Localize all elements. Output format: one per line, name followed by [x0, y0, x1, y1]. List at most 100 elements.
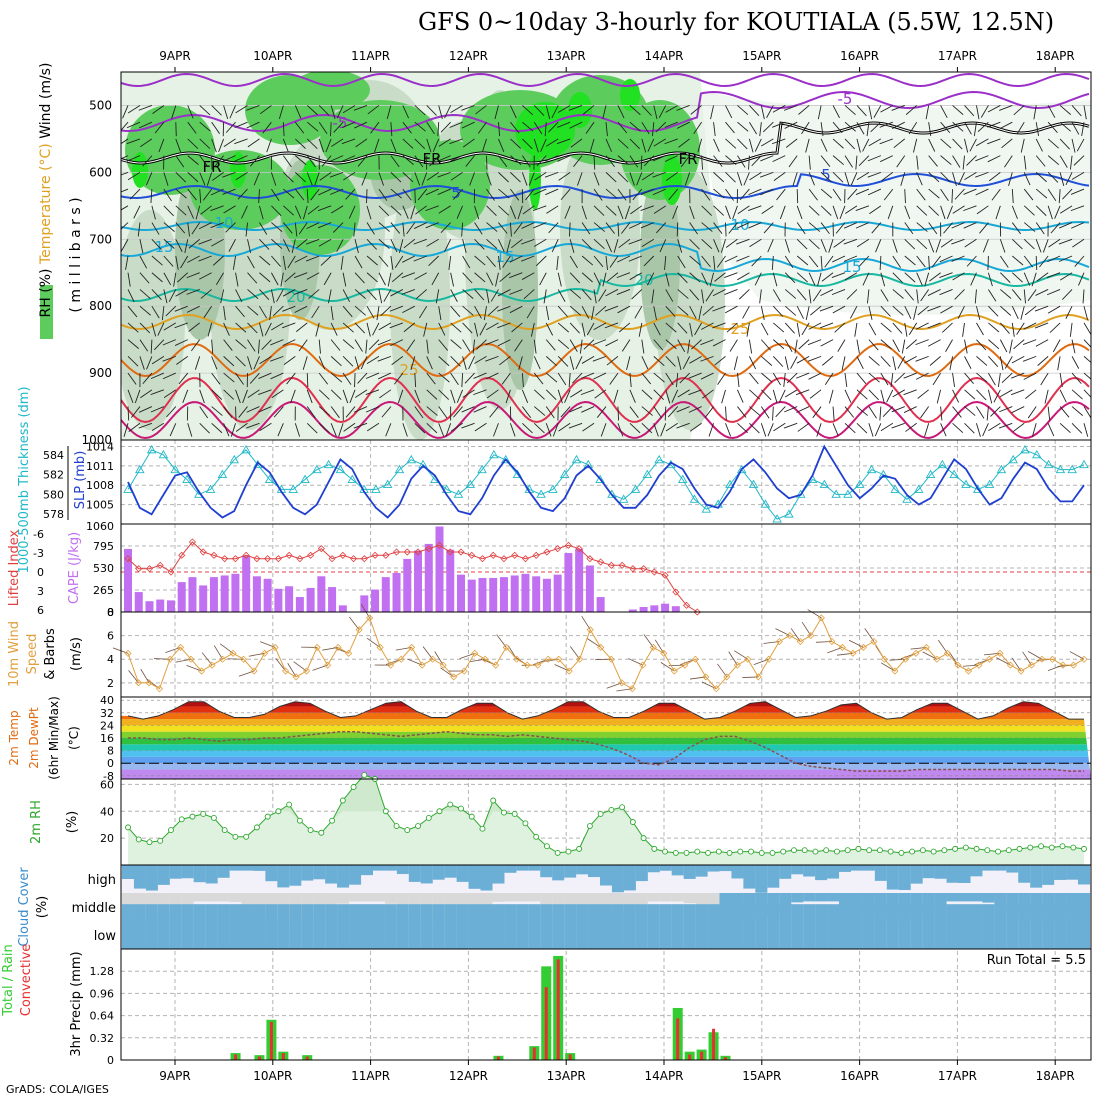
wind-barb [665, 322, 677, 333]
wind-barb [377, 355, 392, 362]
wind-barb [855, 222, 870, 229]
wind-barb [749, 406, 761, 416]
wind-barb [378, 205, 390, 217]
wind-barb [594, 389, 607, 399]
wind-barb [191, 222, 201, 235]
wind-barb [966, 255, 977, 267]
wind-barb [1023, 322, 1037, 330]
wind-barb [700, 322, 714, 330]
wind-barb [935, 239, 942, 253]
wind-barb [892, 305, 904, 316]
wind-barb [461, 121, 475, 129]
wind-barb [1059, 422, 1071, 434]
rh-marker [253, 824, 260, 831]
wind-barb [964, 439, 966, 440]
wind-barb [151, 238, 162, 250]
wind-barb [589, 138, 595, 153]
wind-barb [801, 121, 810, 135]
wind-barb [964, 171, 977, 180]
wind-barb [215, 272, 224, 285]
wind-barb [701, 222, 713, 232]
wind-barb [128, 422, 141, 432]
wind-barb [522, 105, 534, 116]
wind-barb [724, 272, 738, 279]
rh-marker [232, 833, 239, 840]
wind-barb [1000, 272, 1011, 283]
wind-barb [295, 322, 308, 332]
wind-barb [844, 121, 856, 132]
thickness-marker [1008, 454, 1018, 464]
cape-bar [134, 592, 143, 612]
wind-barb [513, 222, 523, 235]
wind-barb [689, 272, 701, 283]
rh-marker [178, 816, 185, 823]
wind-barb [378, 238, 390, 249]
wind-barb [720, 239, 726, 253]
cloud-middle-fill [588, 904, 601, 921]
wind-barb [402, 138, 414, 149]
wind-barb [353, 439, 356, 440]
wind-barb [1059, 138, 1070, 150]
wind-barb [271, 222, 283, 232]
wind-barb [903, 372, 917, 379]
wind-barb [157, 322, 165, 336]
wind-speed-marker [817, 614, 825, 622]
wind-barb [361, 172, 368, 186]
wind-barb [283, 356, 296, 366]
wind-barb [975, 155, 989, 162]
cloud-middle-fill [480, 904, 493, 921]
wind-barb [545, 105, 551, 120]
contour-label: 25 [399, 361, 418, 379]
wind-barb [999, 239, 1006, 253]
cloud-high-bar [970, 865, 983, 877]
thickness-tick-label: 582 [43, 469, 64, 482]
wind-barb [943, 222, 953, 234]
wind-barb [846, 289, 858, 300]
panel-frame [120, 439, 1092, 525]
thickness-marker [323, 459, 334, 469]
wind-barb [754, 272, 762, 286]
wind-barb [558, 171, 571, 181]
wind-barb [390, 138, 397, 153]
wind-barb [127, 389, 134, 404]
wind-barb [1059, 172, 1065, 186]
wind-barb [568, 422, 583, 429]
cape-bar [424, 543, 433, 612]
wind-barb [342, 105, 356, 114]
wind-barb [957, 305, 965, 319]
temp-band [121, 769, 1091, 779]
wind-barb [354, 239, 359, 253]
thickness-marker [453, 489, 464, 498]
wind-barb [916, 155, 919, 170]
precip-tick-label: 1.28 [90, 965, 115, 978]
wind-barb [964, 339, 968, 354]
thickness-marker [996, 464, 1007, 474]
cloud-middle-fill [337, 904, 350, 921]
wind-barb [940, 121, 951, 134]
wind-barb [1040, 372, 1049, 386]
wind-barb [557, 121, 571, 128]
wind-barb [874, 423, 882, 437]
cloud-high-bar [922, 865, 935, 879]
wind-barb [390, 222, 401, 234]
wind-barb [581, 272, 593, 283]
cape-bar [317, 576, 326, 612]
wind-barb [161, 306, 165, 321]
wind-barb [533, 339, 537, 354]
wind-barb [390, 439, 391, 440]
wind-barb [880, 422, 894, 432]
wind-barb [749, 171, 762, 181]
wind-barb [444, 239, 452, 253]
cloud-middle-fill [623, 904, 636, 921]
wind-barb [689, 305, 697, 319]
thickness-marker [831, 489, 841, 498]
cloud-middle-bar [504, 893, 517, 902]
date-label-top: 10APR [253, 49, 292, 63]
wind-barb [928, 222, 938, 235]
wind-speed-marker [975, 661, 983, 669]
temp-tick-label: 40 [100, 694, 114, 707]
wind-barb [175, 222, 186, 234]
wind-barb [856, 105, 867, 117]
wind-barb [629, 389, 636, 403]
thickness-marker [205, 484, 216, 493]
